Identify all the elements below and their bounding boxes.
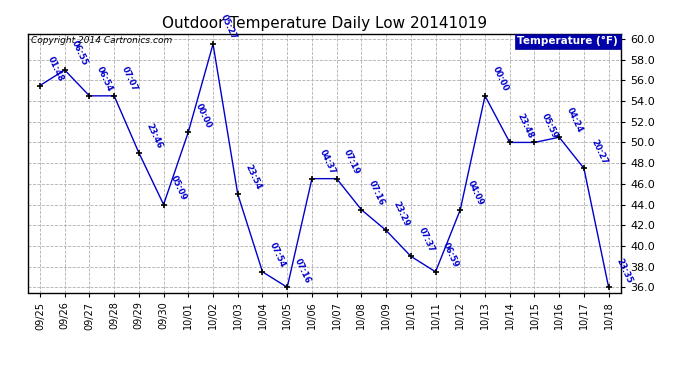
Text: 06:55: 06:55 — [70, 39, 90, 67]
Text: 23:29: 23:29 — [392, 200, 411, 228]
Text: 05:09: 05:09 — [169, 174, 188, 202]
Text: 07:54: 07:54 — [268, 241, 288, 269]
Text: 07:07: 07:07 — [119, 65, 139, 93]
Text: 05:27: 05:27 — [219, 13, 238, 41]
Text: 20:27: 20:27 — [589, 138, 609, 165]
Text: 23:48: 23:48 — [515, 112, 535, 140]
Text: 06:59: 06:59 — [441, 241, 460, 269]
Text: 06:54: 06:54 — [95, 65, 115, 93]
Text: 23:35: 23:35 — [614, 256, 633, 285]
Text: 00:00: 00:00 — [194, 102, 213, 129]
Text: 23:46: 23:46 — [144, 122, 164, 150]
Text: 00:00: 00:00 — [491, 65, 510, 93]
Text: 23:54: 23:54 — [244, 164, 263, 191]
Text: 01:48: 01:48 — [46, 55, 65, 83]
Text: Copyright 2014 Cartronics.com: Copyright 2014 Cartronics.com — [30, 36, 172, 45]
Text: 07:19: 07:19 — [342, 148, 362, 176]
Text: 05:59: 05:59 — [540, 112, 560, 140]
Text: 07:16: 07:16 — [367, 179, 386, 207]
Text: 04:37: 04:37 — [317, 148, 337, 176]
Text: 04:24: 04:24 — [564, 106, 584, 135]
Text: 07:16: 07:16 — [293, 256, 312, 285]
Text: 07:37: 07:37 — [416, 226, 435, 254]
Text: 04:09: 04:09 — [466, 179, 485, 207]
Title: Outdoor Temperature Daily Low 20141019: Outdoor Temperature Daily Low 20141019 — [161, 16, 487, 31]
Text: Temperature (°F): Temperature (°F) — [518, 36, 618, 46]
